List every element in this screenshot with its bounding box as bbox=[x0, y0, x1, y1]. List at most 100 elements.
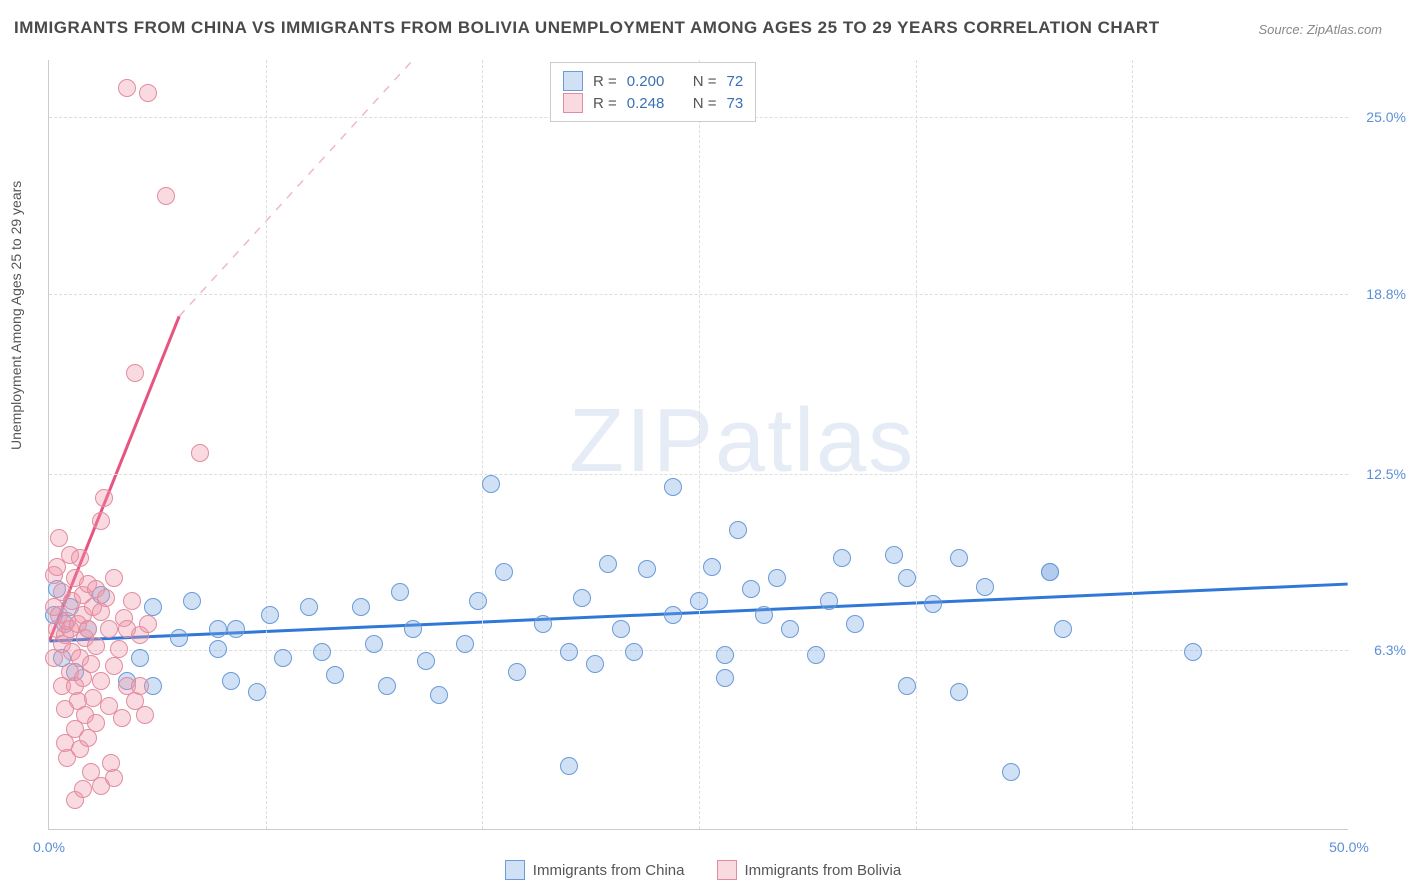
data-point bbox=[105, 569, 123, 587]
data-point bbox=[378, 677, 396, 695]
data-point bbox=[586, 655, 604, 673]
data-point bbox=[1184, 643, 1202, 661]
data-point bbox=[71, 549, 89, 567]
data-point bbox=[105, 657, 123, 675]
data-point bbox=[430, 686, 448, 704]
data-point bbox=[157, 187, 175, 205]
grid-line-v bbox=[266, 60, 267, 829]
data-point bbox=[664, 606, 682, 624]
data-point bbox=[110, 640, 128, 658]
data-point bbox=[404, 620, 422, 638]
data-point bbox=[898, 569, 916, 587]
y-tick-label: 6.3% bbox=[1374, 642, 1406, 658]
grid-line-v bbox=[1132, 60, 1133, 829]
data-point bbox=[139, 615, 157, 633]
data-point bbox=[144, 598, 162, 616]
data-point bbox=[833, 549, 851, 567]
data-point bbox=[417, 652, 435, 670]
data-point bbox=[508, 663, 526, 681]
data-point bbox=[261, 606, 279, 624]
source-label: Source: ZipAtlas.com bbox=[1258, 22, 1382, 37]
data-point bbox=[313, 643, 331, 661]
data-point bbox=[170, 629, 188, 647]
legend-swatch bbox=[563, 71, 583, 91]
data-point bbox=[690, 592, 708, 610]
r-value: 0.248 bbox=[627, 95, 683, 112]
series-legend: Immigrants from China Immigrants from Bol… bbox=[0, 860, 1406, 880]
data-point bbox=[391, 583, 409, 601]
legend-label: Immigrants from China bbox=[533, 862, 685, 879]
data-point bbox=[716, 646, 734, 664]
data-point bbox=[703, 558, 721, 576]
data-point bbox=[781, 620, 799, 638]
data-point bbox=[495, 563, 513, 581]
data-point bbox=[136, 706, 154, 724]
data-point bbox=[139, 84, 157, 102]
data-point bbox=[534, 615, 552, 633]
watermark: ZIPatlas bbox=[569, 390, 915, 493]
data-point bbox=[126, 364, 144, 382]
data-point bbox=[183, 592, 201, 610]
data-point bbox=[612, 620, 630, 638]
data-point bbox=[664, 478, 682, 496]
data-point bbox=[97, 589, 115, 607]
data-point bbox=[50, 529, 68, 547]
legend-swatch bbox=[563, 93, 583, 113]
legend-item: Immigrants from Bolivia bbox=[717, 860, 902, 880]
data-point bbox=[92, 672, 110, 690]
data-point bbox=[755, 606, 773, 624]
data-point bbox=[768, 569, 786, 587]
data-point bbox=[123, 592, 141, 610]
data-point bbox=[352, 598, 370, 616]
data-point bbox=[274, 649, 292, 667]
data-point bbox=[950, 683, 968, 701]
legend-swatch bbox=[505, 860, 525, 880]
r-label: R = bbox=[593, 73, 617, 90]
data-point bbox=[95, 489, 113, 507]
data-point bbox=[118, 79, 136, 97]
data-point bbox=[131, 677, 149, 695]
data-point bbox=[599, 555, 617, 573]
data-point bbox=[191, 444, 209, 462]
data-point bbox=[300, 598, 318, 616]
data-point bbox=[82, 655, 100, 673]
data-point bbox=[482, 475, 500, 493]
data-point bbox=[638, 560, 656, 578]
watermark-zip: ZIP bbox=[569, 391, 715, 491]
y-tick-label: 25.0% bbox=[1366, 109, 1406, 125]
data-point bbox=[573, 589, 591, 607]
r-value: 0.200 bbox=[627, 73, 683, 90]
y-axis-label: Unemployment Among Ages 25 to 29 years bbox=[8, 181, 24, 450]
data-point bbox=[950, 549, 968, 567]
data-point bbox=[885, 546, 903, 564]
grid-line-v bbox=[699, 60, 700, 829]
data-point bbox=[87, 637, 105, 655]
data-point bbox=[74, 780, 92, 798]
r-label: R = bbox=[593, 95, 617, 112]
data-point bbox=[924, 595, 942, 613]
x-tick-label: 0.0% bbox=[33, 839, 65, 855]
n-label: N = bbox=[693, 73, 717, 90]
data-point bbox=[560, 757, 578, 775]
legend-row: R =0.248N =73 bbox=[563, 93, 743, 113]
data-point bbox=[79, 620, 97, 638]
data-point bbox=[92, 512, 110, 530]
data-point bbox=[820, 592, 838, 610]
data-point bbox=[326, 666, 344, 684]
data-point bbox=[729, 521, 747, 539]
chart-title: IMMIGRANTS FROM CHINA VS IMMIGRANTS FROM… bbox=[14, 18, 1160, 38]
data-point bbox=[898, 677, 916, 695]
data-point bbox=[716, 669, 734, 687]
legend-row: R = 0.200 N = 72 bbox=[563, 71, 743, 91]
data-point bbox=[87, 714, 105, 732]
data-point bbox=[222, 672, 240, 690]
data-point bbox=[209, 640, 227, 658]
data-point bbox=[248, 683, 266, 701]
n-value: 72 bbox=[727, 73, 744, 90]
data-point bbox=[456, 635, 474, 653]
correlation-legend: R =0.200N =72R =0.248N =73 bbox=[550, 62, 756, 122]
x-tick-label: 50.0% bbox=[1329, 839, 1369, 855]
n-label: N = bbox=[693, 95, 717, 112]
data-point bbox=[100, 620, 118, 638]
data-point bbox=[118, 620, 136, 638]
